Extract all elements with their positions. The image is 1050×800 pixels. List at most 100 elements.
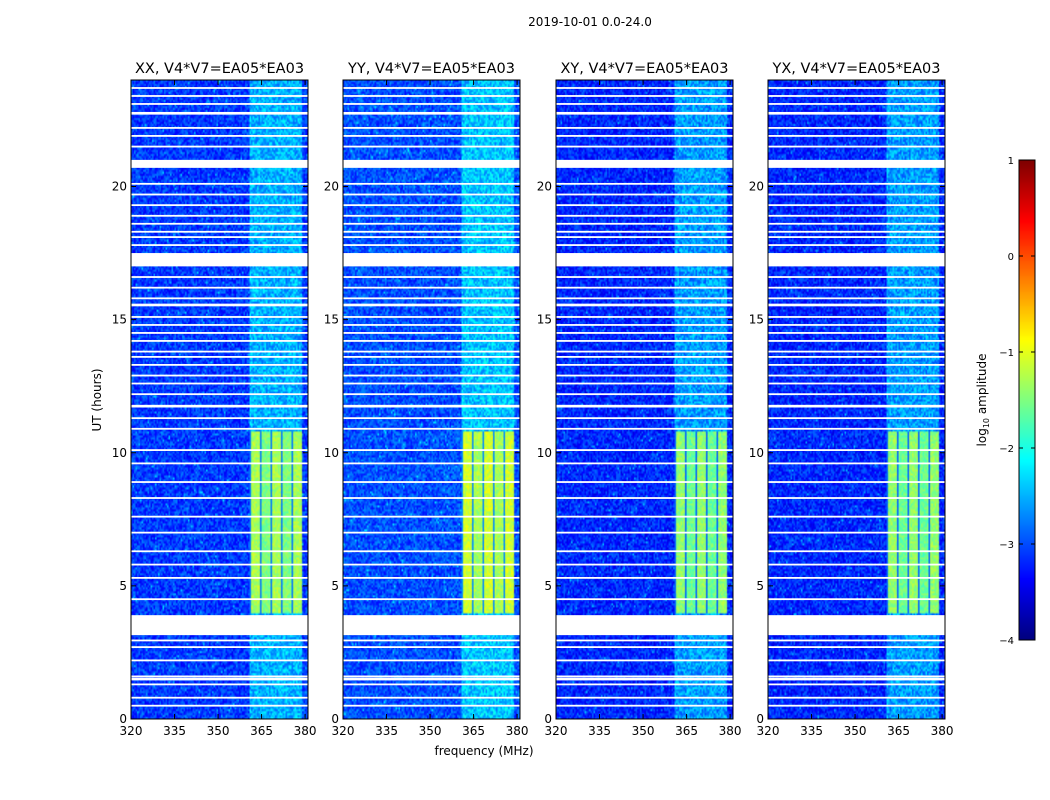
flagged-line-3-9: [556, 563, 733, 566]
y-tick-label-1-20: 20: [112, 180, 127, 194]
flagged-line-4-39: [768, 182, 945, 185]
flagged-line-2-5: [343, 646, 520, 649]
flagged-line-1-19: [131, 393, 308, 396]
x-tick-label-2-350: 350: [419, 724, 442, 738]
colorbar-label-rest: amplitude: [975, 354, 989, 418]
flagged-line-1-11: [131, 531, 308, 534]
y-tick-label-2-10: 10: [324, 446, 339, 460]
flagged-line-1-21: [131, 374, 308, 377]
flagged-line-2-24: [343, 350, 520, 353]
flagged-line-3-32: [556, 244, 733, 246]
flagged-line-4-33: [768, 236, 945, 238]
flagged-line-4-37: [768, 204, 945, 207]
flagged-line-3-30: [556, 286, 733, 289]
flagged-line-3-28: [556, 316, 733, 318]
flagged-line-1-34: [131, 230, 308, 233]
flagged-line-2-18: [343, 417, 520, 420]
flagged-line-4-3: [768, 675, 945, 678]
y-tick-label-4-15: 15: [749, 313, 764, 327]
flagged-line-3-31: [556, 276, 733, 278]
flagged-line-4-35: [768, 222, 945, 225]
y-tick-label-3-0: 0: [544, 712, 552, 726]
flagged-line-3-40: [556, 145, 733, 148]
flagged-line-1-23: [131, 356, 308, 358]
panel-1: XX, V4*V7=EA05*EA03 320 335 350 365 380 0 5 10 15…: [112, 61, 317, 738]
flagged-line-3-12: [556, 515, 733, 518]
flagged-line-1-20: [131, 382, 308, 385]
flagged-line-3-3: [556, 675, 733, 678]
x-tick-label-2-320: 320: [332, 724, 355, 738]
flagged-line-3-23: [556, 356, 733, 358]
flagged-line-3-20: [556, 382, 733, 385]
flagged-line-2-8: [343, 576, 520, 579]
flagged-line-2-40: [343, 145, 520, 148]
heatmap-image-3: [556, 80, 733, 719]
y-tick-label-3-20: 20: [537, 180, 552, 194]
flagged-line-2-12: [343, 515, 520, 518]
y-tick-label-1-5: 5: [119, 579, 127, 593]
flagged-range-1-5: [131, 303, 308, 307]
flagged-line-1-44: [131, 95, 308, 97]
flagged-line-3-2: [556, 683, 733, 686]
flagged-line-1-12: [131, 515, 308, 518]
flagged-range-3-1: [556, 677, 733, 681]
x-tick-label-2-380: 380: [506, 724, 529, 738]
flagged-line-4-21: [768, 374, 945, 377]
flagged-line-2-42: [343, 127, 520, 129]
flagged-line-4-12: [768, 515, 945, 518]
flagged-range-2-6: [343, 111, 520, 115]
flagged-line-4-40: [768, 145, 945, 148]
colorbar-tick-label--2: −2: [999, 444, 1014, 455]
flagged-range-3-0: [556, 615, 733, 636]
flagged-line-3-5: [556, 646, 733, 649]
flagged-line-2-13: [343, 497, 520, 499]
panel-title-4: YX, V4*V7=EA05*EA03: [771, 61, 940, 77]
y-tick-label-1-10: 10: [112, 446, 127, 460]
flagged-line-3-26: [556, 332, 733, 334]
flagged-range-4-1: [768, 677, 945, 681]
heatmap-image-4: [768, 80, 945, 719]
flagged-line-4-9: [768, 563, 945, 566]
flagged-line-3-4: [556, 659, 733, 662]
flagged-line-2-37: [343, 204, 520, 207]
panel-frame-4: [767, 79, 946, 720]
flagged-line-4-0: [768, 704, 945, 707]
flagged-line-3-42: [556, 127, 733, 129]
flagged-line-2-41: [343, 135, 520, 137]
flagged-line-4-1: [768, 696, 945, 699]
flagged-line-3-6: [556, 639, 733, 642]
flagged-range-3-3: [556, 253, 733, 267]
flagged-line-4-23: [768, 356, 945, 358]
flagged-line-4-43: [768, 103, 945, 105]
flagged-line-2-1: [343, 696, 520, 699]
x-tick-label-3-335: 335: [588, 724, 611, 738]
x-tick-label-1-320: 320: [120, 724, 143, 738]
flagged-range-2-4: [343, 404, 520, 408]
flagged-line-3-37: [556, 204, 733, 207]
flagged-line-4-15: [768, 462, 945, 465]
flagged-line-1-17: [131, 427, 308, 430]
flagged-range-3-2: [556, 159, 733, 168]
flagged-line-1-36: [131, 214, 308, 217]
x-axis-label: frequency (MHz): [434, 744, 533, 758]
flagged-line-1-7: [131, 598, 308, 601]
colorbar-gradient: [1019, 160, 1035, 640]
flagged-line-2-7: [343, 598, 520, 601]
panel-3: XY, V4*V7=EA05*EA03 320 335 350 365 380 0 5 10 15…: [537, 61, 742, 738]
y-tick-label-1-0: 0: [119, 712, 127, 726]
flagged-range-4-6: [768, 111, 945, 115]
panel-frame-1: [130, 79, 309, 720]
flagged-line-3-27: [556, 324, 733, 326]
flagged-line-3-17: [556, 427, 733, 430]
flagged-line-3-15: [556, 462, 733, 465]
x-tick-label-2-335: 335: [375, 724, 398, 738]
figure-title: 2019-10-01 0.0-24.0: [528, 15, 652, 29]
flagged-line-2-30: [343, 286, 520, 289]
flagged-line-3-11: [556, 531, 733, 534]
flagged-line-2-21: [343, 374, 520, 377]
flagged-line-4-22: [768, 363, 945, 366]
colorbar-tick-label-1: 1: [1008, 156, 1014, 167]
flagged-line-1-4: [131, 659, 308, 662]
flagged-line-4-27: [768, 324, 945, 326]
